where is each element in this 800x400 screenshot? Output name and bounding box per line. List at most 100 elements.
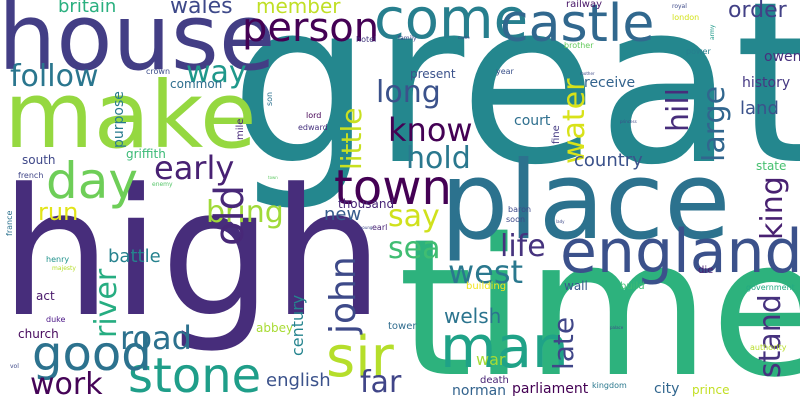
- word-london: london: [672, 13, 700, 22]
- word-far: far: [360, 365, 402, 400]
- word-new: new: [324, 204, 362, 225]
- word-vol: vol: [10, 363, 19, 370]
- word-owen: owen: [764, 49, 800, 65]
- word-hold: hold: [406, 141, 471, 176]
- word-work: work: [30, 367, 103, 400]
- word-enemy: enemy: [152, 181, 173, 188]
- word-act: act: [36, 289, 55, 303]
- word-run: run: [38, 198, 79, 226]
- word-south: south: [22, 153, 56, 167]
- word-country: country: [574, 150, 643, 171]
- word-griffith: griffith: [126, 147, 166, 161]
- word-palace: palace: [610, 325, 624, 330]
- word-mother: mother: [580, 71, 595, 76]
- word-come: come: [374, 0, 529, 52]
- word-railway: railway: [566, 0, 603, 10]
- word-purpose: purpose: [111, 91, 127, 148]
- word-earl: earl: [372, 223, 388, 232]
- word-century: century: [288, 294, 307, 356]
- word-lord: lord: [306, 111, 322, 120]
- word-wall: wall: [564, 279, 588, 293]
- word-time: time: [398, 198, 800, 400]
- word-henry: henry: [46, 255, 70, 264]
- word-soon: soon: [506, 215, 526, 224]
- word-princess: princess: [620, 119, 637, 124]
- word-john: john: [323, 256, 364, 334]
- word-son: son: [265, 91, 274, 106]
- word-kingdom: kingdom: [592, 381, 627, 390]
- word-little: little: [335, 107, 368, 170]
- word-road: road: [120, 319, 192, 357]
- word-battle: battle: [108, 246, 161, 267]
- word-war: war: [476, 350, 506, 369]
- word-common: common: [170, 77, 223, 91]
- word-power: power: [686, 47, 711, 56]
- word-follow: follow: [10, 59, 99, 94]
- word-hill: hill: [661, 87, 696, 132]
- word-great: great: [230, 0, 800, 214]
- word-french: french: [18, 171, 44, 180]
- word-young: young: [360, 225, 373, 230]
- word-make: make: [4, 62, 257, 169]
- word-place: place: [440, 139, 731, 264]
- word-stone: stone: [128, 348, 262, 400]
- word-early: early: [154, 149, 235, 187]
- word-large: large: [697, 85, 732, 162]
- word-die: die: [698, 265, 714, 276]
- word-castle-small: castle: [458, 35, 470, 40]
- word-abbey: abbey: [256, 321, 294, 335]
- word-build: build: [620, 281, 645, 292]
- word-tower: tower: [388, 321, 417, 332]
- word-lady: lady: [556, 219, 565, 224]
- word-welsh: welsh: [444, 304, 502, 328]
- word-english: english: [266, 370, 331, 391]
- word-hotel: hotel: [356, 35, 377, 44]
- word-town: town: [334, 160, 452, 216]
- word-west: west: [448, 253, 524, 291]
- word-authority: authority: [750, 343, 787, 352]
- word-duke: duke: [46, 315, 66, 324]
- word-parliament: parliament: [512, 381, 589, 397]
- word-old: good: [32, 326, 152, 382]
- word-river: river: [89, 268, 124, 338]
- word-britain: britain: [58, 0, 117, 17]
- word-late: late: [547, 316, 580, 370]
- word-present: present: [410, 67, 456, 81]
- word-fine: fine: [551, 125, 562, 144]
- word-edward: edward: [298, 123, 328, 132]
- word-know: know: [388, 111, 473, 149]
- word-army: army: [709, 24, 716, 40]
- word-history: history: [742, 75, 791, 91]
- word-house: house: [0, 0, 276, 91]
- word-crown: crown: [146, 67, 171, 76]
- word-man: man: [440, 313, 569, 381]
- word-england: england: [560, 217, 800, 287]
- word-france: france: [5, 210, 14, 236]
- word-long: long: [376, 75, 441, 110]
- word-norman: norman: [452, 383, 507, 399]
- word-mile: mile: [235, 118, 246, 140]
- word-thousand: thousand: [338, 197, 395, 211]
- word-land: land: [740, 98, 779, 119]
- word-wales: wales: [170, 0, 233, 19]
- word-building: building: [466, 281, 507, 292]
- word-state: state: [756, 159, 787, 173]
- word-court: court: [514, 113, 551, 129]
- word-person: person: [242, 5, 380, 51]
- word-church: church: [18, 327, 59, 341]
- word-high: high: [0, 151, 384, 356]
- word-good: old: [207, 185, 253, 246]
- word-town-small: town: [268, 175, 278, 180]
- word-stand: stand: [753, 294, 788, 378]
- word-majesty: majesty: [52, 265, 76, 272]
- word-day: day: [46, 152, 138, 210]
- word-year: year: [496, 67, 514, 76]
- word-family: family: [398, 35, 417, 42]
- word-baron: baron: [508, 205, 532, 214]
- word-prince: prince: [692, 383, 730, 397]
- word-king: king: [755, 176, 790, 240]
- word-member: member: [256, 0, 341, 18]
- word-way: way: [186, 55, 247, 90]
- word-sea: sea: [388, 231, 441, 266]
